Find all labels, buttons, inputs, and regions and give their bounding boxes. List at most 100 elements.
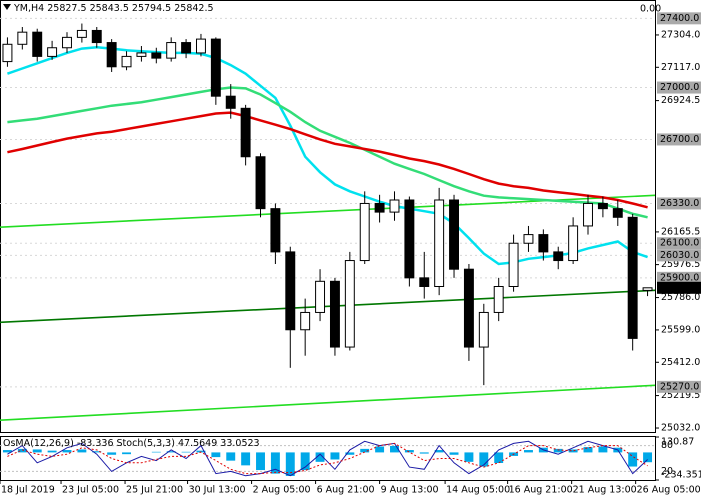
osma-bar bbox=[2, 450, 12, 453]
osma-bar bbox=[256, 452, 265, 471]
osma-bar bbox=[360, 448, 370, 453]
y-tick-label: 26165.5 bbox=[661, 226, 700, 237]
candle-body bbox=[62, 36, 72, 49]
osma-bar bbox=[226, 452, 236, 461]
candle-body bbox=[47, 47, 58, 57]
y-tick-label: 25599.0 bbox=[661, 324, 700, 335]
candle-body bbox=[508, 242, 519, 288]
osma-bar bbox=[345, 452, 355, 455]
osma-bar bbox=[494, 452, 504, 464]
candle-body bbox=[225, 95, 236, 109]
x-tick-label: 14 Aug 05:00 bbox=[446, 485, 510, 496]
osma-bar bbox=[524, 450, 533, 453]
osma-bar bbox=[479, 452, 489, 467]
current-price-box bbox=[657, 281, 701, 294]
candle-body bbox=[2, 43, 13, 63]
y-tick-label: 25219.5 bbox=[661, 390, 700, 401]
x-tick-label: 25 Jul 21:00 bbox=[126, 485, 183, 496]
osma-bar bbox=[32, 449, 42, 453]
level-label: 26030.0 bbox=[660, 250, 699, 261]
osma-bar bbox=[568, 449, 578, 453]
symbol: YM,H4 bbox=[13, 3, 44, 14]
x-tick-label: 30 Jul 13:00 bbox=[189, 485, 246, 496]
x-tick-label: 26 Aug 05:00 bbox=[637, 485, 701, 496]
level-label: 27400.0 bbox=[660, 13, 699, 24]
stoch-name: Stoch(5,3,3) bbox=[117, 438, 175, 449]
osma-bar bbox=[419, 452, 429, 454]
candle-body bbox=[568, 225, 579, 262]
candle-body bbox=[210, 38, 221, 97]
y-tick-label: 25786.0 bbox=[661, 292, 700, 303]
osma-bar bbox=[196, 450, 206, 453]
candle-body bbox=[553, 251, 564, 262]
last-low: 25794.5 bbox=[132, 3, 171, 14]
main-panel bbox=[0, 0, 656, 433]
stoch-signal-value: 33.0523 bbox=[220, 438, 259, 449]
candle-body bbox=[270, 208, 281, 253]
x-tick-label: 9 Aug 13:00 bbox=[381, 485, 439, 496]
osma-bar bbox=[315, 452, 325, 462]
level-label-box bbox=[657, 12, 701, 25]
stoch-line bbox=[7, 442, 648, 475]
osma-bar bbox=[270, 452, 280, 474]
osma-bar bbox=[464, 452, 474, 462]
osma-bar bbox=[330, 452, 340, 460]
osma-bar bbox=[300, 452, 310, 471]
candle-body bbox=[404, 199, 415, 279]
candle-body bbox=[642, 287, 653, 291]
trendline bbox=[0, 289, 656, 324]
candle-body bbox=[240, 107, 251, 158]
osma-bar bbox=[449, 452, 459, 455]
osc-header: OsMA(12,26,9) -83.336 Stoch(5,3,3) 47.56… bbox=[3, 438, 260, 449]
osma-bar bbox=[92, 451, 102, 453]
candle-body bbox=[17, 31, 28, 45]
candle-body bbox=[374, 202, 385, 213]
y-tick-label: 27117.0 bbox=[661, 62, 700, 73]
last-open: 25827.5 bbox=[47, 3, 86, 14]
candle-body bbox=[136, 52, 147, 57]
osma-bar bbox=[166, 451, 176, 453]
candle-body bbox=[32, 31, 43, 57]
candle-body bbox=[359, 202, 370, 262]
candle-body bbox=[478, 311, 489, 348]
level-label-box bbox=[657, 197, 701, 210]
candle-body bbox=[106, 42, 117, 68]
stoch-level-label: 20 bbox=[661, 466, 673, 477]
y-tick-label: 25976.5 bbox=[661, 259, 700, 270]
x-tick-label: 16 Aug 21:00 bbox=[509, 485, 573, 496]
candle-body bbox=[121, 55, 132, 68]
candle-body bbox=[344, 260, 355, 348]
osma-bar bbox=[211, 452, 221, 458]
candle-body bbox=[76, 29, 87, 38]
candle-body bbox=[463, 268, 474, 348]
x-tick-label: 6 Aug 21:00 bbox=[317, 485, 375, 496]
osma-bar bbox=[434, 450, 444, 453]
x-tick-label: 21 Aug 13:00 bbox=[573, 485, 637, 496]
x-tick-label: 18 Jul 2019 bbox=[1, 485, 55, 496]
y-tick-label: 27304.0 bbox=[661, 29, 700, 40]
osma-bar bbox=[241, 452, 251, 466]
trendline bbox=[0, 384, 656, 422]
menu-arrow[interactable] bbox=[3, 4, 11, 10]
level-label-box bbox=[657, 81, 701, 94]
candle-body bbox=[285, 251, 296, 331]
candle-body bbox=[627, 216, 638, 339]
candle-body bbox=[329, 280, 340, 348]
candle-body bbox=[419, 277, 430, 288]
osma-bar bbox=[181, 451, 191, 453]
osma-bar bbox=[122, 452, 131, 455]
stoch-line bbox=[7, 440, 648, 477]
osma-bar bbox=[598, 446, 608, 453]
candle-body bbox=[389, 199, 400, 213]
osma-bar bbox=[643, 452, 653, 463]
osc-tick-label: -234.351 bbox=[661, 470, 701, 481]
osma-bar bbox=[77, 449, 87, 453]
last-high: 25843.5 bbox=[90, 3, 129, 14]
level-label-box bbox=[657, 249, 701, 262]
osma-bar bbox=[17, 448, 27, 453]
y-tick-label: 25032.0 bbox=[661, 423, 700, 434]
candle-body bbox=[300, 311, 311, 331]
